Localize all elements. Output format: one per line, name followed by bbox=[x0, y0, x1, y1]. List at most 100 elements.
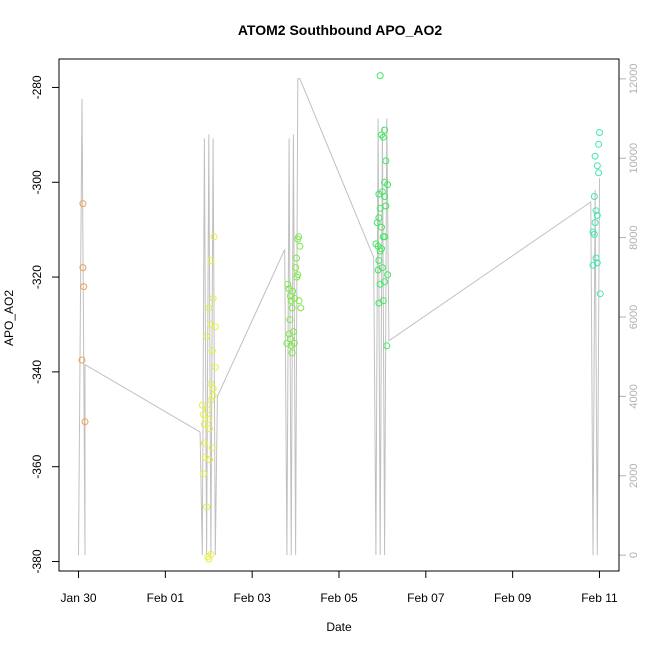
data-point bbox=[591, 152, 599, 160]
data-point bbox=[376, 72, 384, 80]
data-point bbox=[375, 257, 383, 264]
data-point bbox=[204, 406, 211, 414]
data-point bbox=[200, 411, 208, 419]
data-point bbox=[207, 321, 215, 328]
y-tick-label: -320 bbox=[30, 265, 44, 289]
data-point bbox=[590, 193, 598, 200]
data-point bbox=[381, 233, 389, 241]
data-point bbox=[205, 415, 213, 423]
data-point bbox=[286, 335, 294, 343]
data-point bbox=[209, 294, 217, 302]
x-tick-label: Feb 07 bbox=[407, 591, 445, 605]
data-point bbox=[384, 271, 392, 279]
y2-tick-label: 10000 bbox=[628, 143, 640, 174]
x-tick-label: Feb 01 bbox=[147, 591, 185, 605]
data-point bbox=[200, 420, 208, 428]
x-tick-label: Feb 11 bbox=[581, 591, 618, 605]
data-point bbox=[383, 342, 391, 350]
data-point bbox=[209, 392, 217, 400]
data-point bbox=[378, 131, 385, 139]
y2-tick-label: 2000 bbox=[628, 463, 640, 487]
data-point bbox=[295, 233, 303, 241]
data-point bbox=[295, 297, 303, 305]
y-axis-label: APO_AO2 bbox=[2, 290, 16, 346]
y2-tick-label: 4000 bbox=[628, 384, 640, 408]
data-point bbox=[203, 332, 211, 340]
plot-frame bbox=[58, 58, 620, 572]
data-point bbox=[378, 223, 385, 231]
data-point bbox=[203, 503, 211, 511]
data-point bbox=[595, 169, 603, 177]
data-point bbox=[289, 328, 297, 336]
data-point bbox=[376, 204, 384, 212]
y-tick-label: -300 bbox=[30, 170, 44, 194]
data-point bbox=[296, 242, 304, 250]
data-point bbox=[595, 140, 603, 148]
data-point bbox=[284, 280, 292, 288]
data-point bbox=[283, 339, 291, 347]
data-point bbox=[208, 444, 216, 452]
data-point bbox=[375, 190, 383, 198]
data-point bbox=[592, 207, 600, 215]
data-point bbox=[200, 439, 208, 447]
data-point bbox=[384, 181, 392, 189]
data-point bbox=[589, 261, 597, 269]
data-point bbox=[80, 283, 88, 291]
data-point bbox=[379, 133, 387, 141]
y2-tick-label: 8000 bbox=[628, 225, 640, 249]
chart-title: ATOM2 Southbound APO_AO2 bbox=[238, 22, 443, 38]
y-tick-label: -340 bbox=[30, 360, 44, 384]
data-point bbox=[78, 356, 86, 364]
data-point bbox=[382, 202, 390, 210]
data-point bbox=[287, 297, 295, 305]
data-point bbox=[290, 339, 298, 347]
data-point bbox=[375, 214, 383, 222]
data-point bbox=[285, 285, 293, 293]
y-tick-label: -280 bbox=[30, 75, 44, 99]
data-point bbox=[289, 287, 297, 295]
data-point bbox=[378, 245, 385, 253]
data-point bbox=[596, 129, 603, 136]
data-point bbox=[379, 297, 387, 305]
data-point bbox=[297, 304, 305, 312]
data-point bbox=[288, 304, 296, 312]
data-point bbox=[206, 456, 214, 464]
y2-tick-label: 0 bbox=[628, 552, 640, 558]
data-point bbox=[210, 233, 218, 241]
x-tick-label: Feb 05 bbox=[320, 591, 358, 605]
trajectory-line bbox=[78, 78, 600, 556]
data-point bbox=[200, 470, 208, 478]
data-point bbox=[373, 219, 381, 227]
data-point bbox=[288, 349, 296, 357]
data-point bbox=[293, 273, 301, 281]
y-tick-label: -380 bbox=[30, 549, 44, 573]
y2-tick-label: 6000 bbox=[628, 305, 640, 329]
data-point bbox=[81, 418, 89, 426]
data-point bbox=[293, 254, 300, 262]
data-point bbox=[292, 264, 300, 272]
data-point bbox=[596, 290, 604, 298]
data-point bbox=[198, 401, 206, 409]
data-point bbox=[211, 363, 219, 371]
data-point bbox=[382, 157, 390, 165]
data-point bbox=[207, 257, 215, 264]
data-point bbox=[381, 193, 389, 200]
points-layer bbox=[78, 72, 604, 563]
x-tick-label: Jan 30 bbox=[61, 591, 97, 605]
data-point bbox=[591, 219, 599, 227]
data-point bbox=[79, 200, 87, 208]
data-point bbox=[205, 304, 213, 312]
trajectory-layer bbox=[78, 78, 600, 556]
data-point bbox=[593, 211, 601, 219]
x-tick-label: Feb 03 bbox=[233, 591, 271, 605]
x-tick-label: Feb 09 bbox=[494, 591, 532, 605]
data-point bbox=[592, 254, 600, 262]
data-point bbox=[372, 240, 380, 248]
data-point bbox=[590, 230, 598, 238]
data-point bbox=[381, 126, 389, 134]
data-point bbox=[208, 347, 216, 355]
data-point bbox=[286, 316, 294, 324]
data-point bbox=[381, 278, 389, 286]
